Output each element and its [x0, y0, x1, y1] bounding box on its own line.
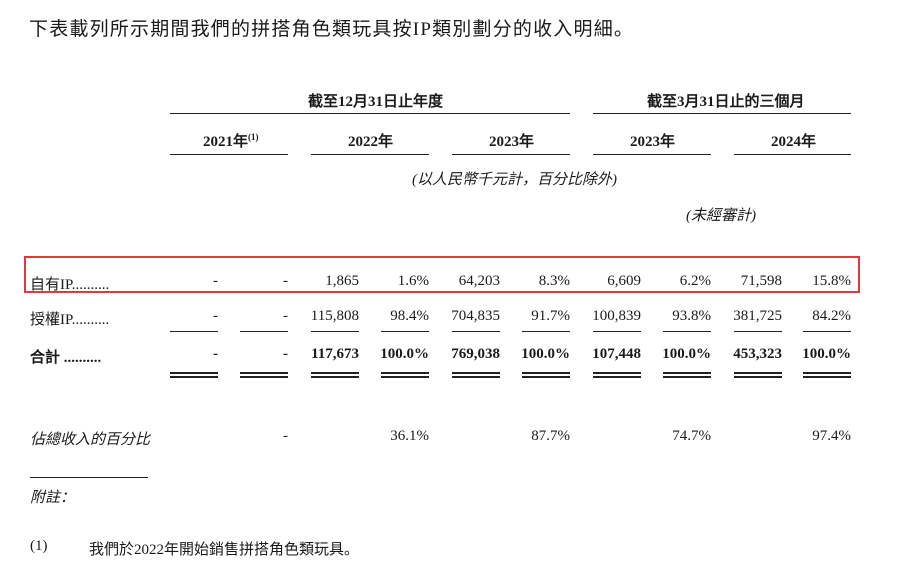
table-cell: 6.2% [679, 273, 711, 289]
total-double-rule [663, 372, 711, 378]
total-double-rule [240, 372, 288, 378]
footnote-marker: (1) [30, 538, 48, 554]
total-double-rule [522, 372, 570, 378]
subtotal-rule [311, 331, 359, 332]
table-cell: 117,673 [311, 346, 359, 362]
table-cell: 15.8% [812, 273, 851, 289]
share-row-label: 佔總收入的百分比 [30, 432, 151, 448]
total-double-rule [452, 372, 500, 378]
highlight-box [24, 256, 860, 293]
subtotal-rule [593, 331, 641, 332]
table-cell: - [213, 308, 218, 324]
table-cell: - [283, 346, 288, 362]
table-cell: 381,725 [733, 308, 782, 324]
total-double-rule [803, 372, 851, 378]
table-cell: 64,203 [458, 273, 500, 289]
table-cell: 100,839 [592, 308, 641, 324]
col-2021-rule [170, 154, 288, 155]
table-cell: 8.3% [538, 273, 570, 289]
table-cell: 71,598 [740, 273, 782, 289]
table-cell: 98.4% [390, 308, 429, 324]
col-q2023-rule [593, 154, 711, 155]
col-2023-header: 2023年 [489, 134, 535, 150]
header-quarter-rule [593, 113, 851, 114]
table-cell: 1.6% [397, 273, 429, 289]
table-cell: 93.8% [672, 308, 711, 324]
table-cell: 84.2% [812, 308, 851, 324]
table-cell: 91.7% [531, 308, 570, 324]
subtotal-rule [240, 331, 288, 332]
header-annual: 截至12月31日止年度 [308, 94, 444, 110]
table-cell: 100.0% [380, 346, 429, 362]
table-cell: 100.0% [662, 346, 711, 362]
table-cell: 100.0% [521, 346, 570, 362]
table-cell: 769,038 [451, 346, 500, 362]
col-q2024-rule [734, 154, 851, 155]
table-cell: - [213, 273, 218, 289]
col-2022-header: 2022年 [348, 134, 394, 150]
subtotal-rule [803, 331, 851, 332]
table-cell: 87.7% [531, 428, 570, 444]
header-quarter: 截至3月31日止的三個月 [647, 94, 805, 110]
table-cell: - [283, 428, 288, 444]
row-own-ip-label: 自有IP.......... [30, 277, 110, 293]
header-annual-rule [170, 113, 570, 114]
table-cell: 107,448 [592, 346, 641, 362]
subtotal-rule [663, 331, 711, 332]
table-cell: 453,323 [733, 346, 782, 362]
subtotal-rule [452, 331, 500, 332]
col-2022-rule [311, 154, 429, 155]
table-cell: 100.0% [802, 346, 851, 362]
table-cell: 115,808 [310, 308, 359, 324]
footnote-separator [30, 477, 148, 478]
table-cell: - [283, 308, 288, 324]
row-total-label: 合計 .......... [30, 350, 102, 366]
subtotal-rule [522, 331, 570, 332]
unaudited-note: (未經審計) [686, 208, 756, 224]
intro-text: 下表載列所示期間我們的拼搭角色類玩具按IP類別劃分的收入明細。 [29, 19, 635, 40]
subtotal-rule [381, 331, 429, 332]
total-double-rule [734, 372, 782, 378]
col-2023-rule [452, 154, 570, 155]
table-cell: - [213, 346, 218, 362]
footnote-text: 我們於2022年開始銷售拼搭角色類玩具。 [89, 542, 360, 558]
table-cell: 1,865 [325, 273, 359, 289]
table-cell: 97.4% [812, 428, 851, 444]
subtotal-rule [734, 331, 782, 332]
col-2021-header: 2021年(1) [203, 132, 259, 150]
total-double-rule [593, 372, 641, 378]
table-cell: 74.7% [672, 428, 711, 444]
subtotal-rule [170, 331, 218, 332]
table-cell: 704,835 [451, 308, 500, 324]
total-double-rule [170, 372, 218, 378]
footnote-heading: 附註： [30, 490, 76, 506]
unit-note: (以人民幣千元計，百分比除外) [412, 172, 617, 188]
total-double-rule [381, 372, 429, 378]
total-double-rule [311, 372, 359, 378]
table-cell: 36.1% [390, 428, 429, 444]
table-cell: 6,609 [607, 273, 641, 289]
row-licensed-ip-label: 授權IP.......... [30, 312, 110, 328]
col-q2024-header: 2024年 [771, 134, 817, 150]
table-cell: - [283, 273, 288, 289]
col-q2023-header: 2023年 [630, 134, 676, 150]
